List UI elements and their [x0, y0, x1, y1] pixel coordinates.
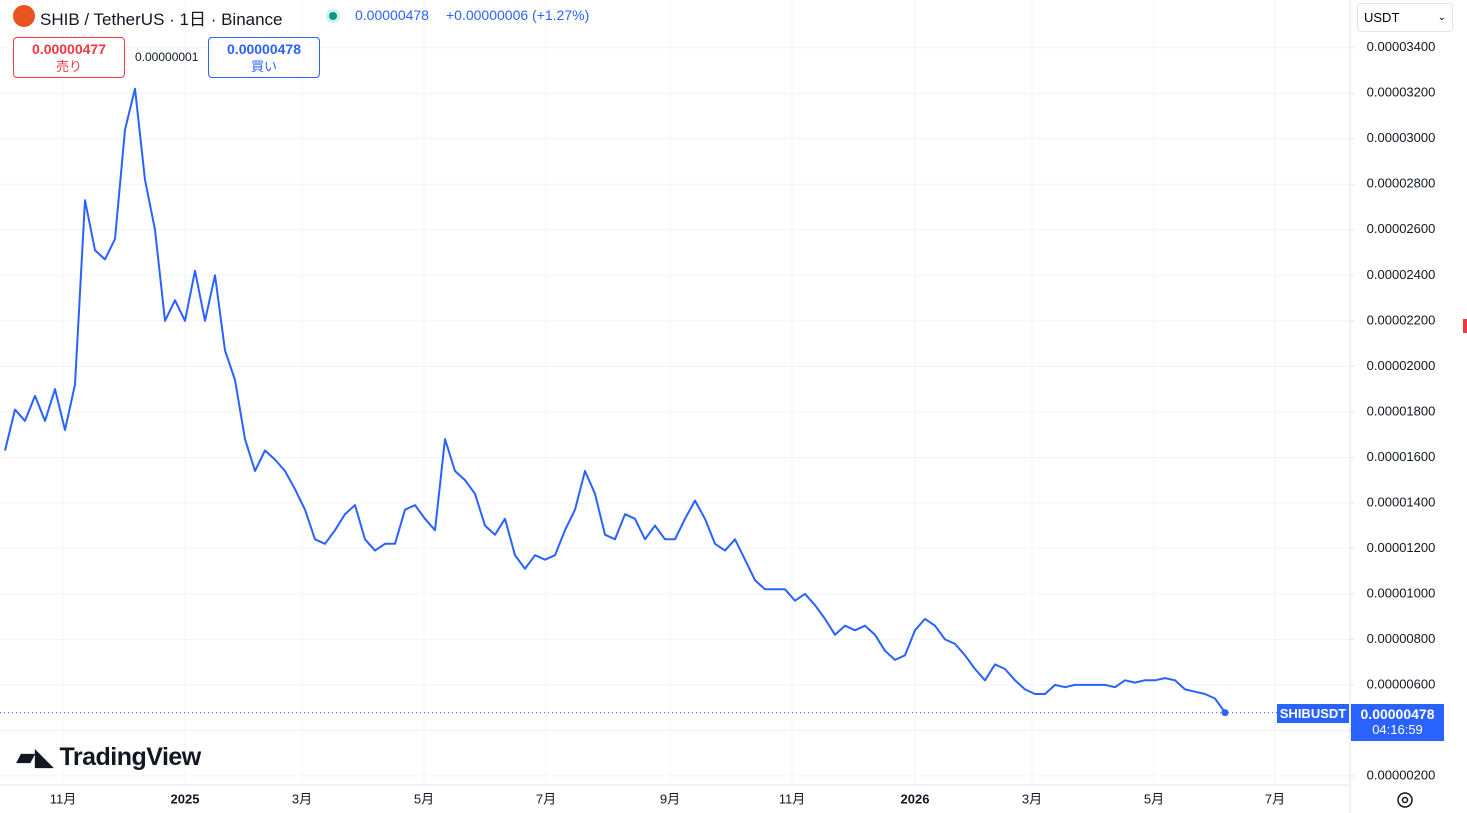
- x-tick-label: 9月: [660, 791, 680, 806]
- x-tick-label: 11月: [779, 791, 806, 806]
- x-tick-label: 5月: [414, 791, 434, 806]
- y-tick-label: 0.00001200: [1367, 540, 1436, 555]
- y-tick-label: 0.00002400: [1367, 267, 1436, 282]
- price-tag: 0.00000478 04:16:59: [1351, 703, 1444, 741]
- y-tick-label: 0.00003200: [1367, 85, 1436, 100]
- x-tick-label: 2025: [171, 791, 200, 806]
- x-tick-label: 3月: [1022, 791, 1042, 806]
- price-change: +0.00000006 (+1.27%): [446, 7, 590, 23]
- watermark-text: TradingView: [59, 743, 201, 771]
- y-tick-label: 0.00001600: [1367, 449, 1436, 464]
- buy-price: 0.00000478: [227, 41, 301, 57]
- y-tick-label: 0.00000800: [1367, 631, 1436, 646]
- y-tick-label: 0.00002200: [1367, 312, 1436, 327]
- gear-hub: [1401, 796, 1409, 804]
- currency: USDT: [1364, 10, 1400, 25]
- price-line: [4, 87, 1226, 714]
- coin-logo: [13, 5, 35, 27]
- settings-icon[interactable]: [1397, 792, 1413, 808]
- y-tick-label: 0.00002600: [1367, 221, 1436, 236]
- y-tick-label: 0.00001800: [1367, 403, 1436, 418]
- sell-button[interactable]: 0.00000477 売り: [13, 37, 125, 78]
- last-price: 0.00000478: [355, 7, 429, 23]
- watermark: ▰◣ TradingView: [16, 743, 201, 771]
- price-tag-value: 0.00000478: [1360, 705, 1435, 722]
- x-tick-label: 2026: [901, 791, 930, 806]
- buy-label: 買い: [250, 59, 277, 74]
- y-tick-label: 0.00000600: [1367, 676, 1436, 691]
- spread: 0.00000001: [135, 50, 199, 64]
- symbol-title[interactable]: SHIB / TetherUS · 1日 · Binance: [40, 10, 283, 29]
- x-tick-label: 7月: [1265, 791, 1285, 806]
- y-tick-label: 0.00001000: [1367, 585, 1436, 600]
- x-tick-label: 3月: [292, 791, 312, 806]
- y-tick-label: 0.00003000: [1367, 130, 1436, 145]
- y-tick-label: 0.00000200: [1367, 767, 1436, 782]
- sell-label: 売り: [55, 59, 82, 74]
- y-tick-label: 0.00003400: [1367, 39, 1436, 54]
- y-tick-label: 0.00001400: [1367, 494, 1436, 509]
- side-marker: [1463, 319, 1467, 333]
- y-tick-label: 0.00002000: [1367, 358, 1436, 373]
- symbol-tag: SHIBUSDT: [1277, 703, 1349, 723]
- last-point: [1221, 709, 1229, 717]
- x-tick-label: 5月: [1144, 791, 1164, 806]
- gear: [1397, 792, 1413, 808]
- sell-price: 0.00000477: [32, 41, 106, 57]
- countdown: 04:16:59: [1372, 721, 1423, 737]
- y-tick-label: 0.00002800: [1367, 176, 1436, 191]
- x-tick-label: 11月: [50, 791, 77, 806]
- x-tick-label: 7月: [536, 791, 556, 806]
- buy-button[interactable]: 0.00000478 買い: [208, 37, 320, 78]
- market-status: [326, 9, 340, 23]
- currency-select[interactable]: USDT ⌄: [1357, 3, 1453, 32]
